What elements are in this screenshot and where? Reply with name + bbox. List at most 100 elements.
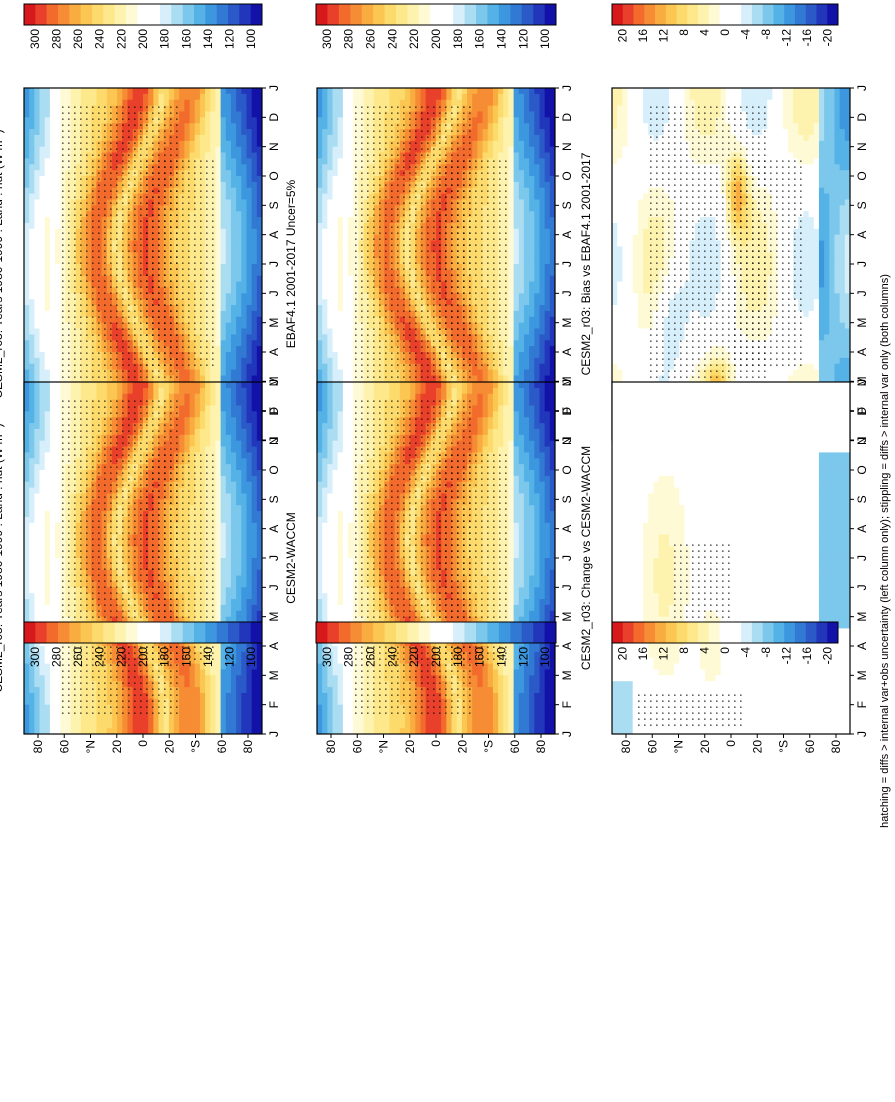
heat-cell (210, 99, 216, 106)
heat-cell (236, 251, 242, 259)
heat-cell (220, 222, 227, 229)
heat-cell (29, 710, 35, 717)
heat-cell (29, 146, 35, 153)
heat-cell (39, 263, 46, 270)
heat-cell (246, 281, 253, 288)
heat-cell (49, 175, 56, 182)
heat-cell (225, 375, 232, 382)
heat-cell (225, 563, 232, 570)
heat-cell (44, 322, 51, 329)
heat-cell (241, 557, 247, 564)
heat-cell (251, 598, 258, 605)
heat-cell (251, 111, 258, 118)
heat-cell (24, 528, 30, 535)
heat-cell (241, 298, 247, 306)
heat-cell (49, 686, 56, 693)
heat-cell (241, 310, 247, 317)
heat-cell (215, 292, 221, 300)
heat-cell (220, 610, 227, 617)
heat-cell (24, 598, 30, 605)
heat-cell (174, 99, 180, 106)
colorbar-swatch (35, 4, 47, 25)
heat-cell (230, 610, 237, 617)
heat-cell (256, 257, 263, 264)
heat-cell (220, 251, 227, 259)
heat-cell (34, 575, 40, 582)
heat-cell (194, 721, 201, 729)
heat-cell (246, 586, 253, 594)
heat-cell (230, 351, 237, 358)
heat-cell (29, 498, 35, 506)
heat-cell (44, 187, 51, 194)
heat-cell (49, 216, 56, 223)
heat-cell (230, 534, 237, 541)
heat-cell (236, 193, 242, 200)
heat-cell (24, 680, 30, 688)
heat-cell (80, 93, 87, 100)
heat-cell (158, 727, 165, 734)
heat-cell (236, 563, 242, 570)
heat-cell (251, 357, 258, 364)
heat-cell (241, 140, 247, 147)
heat-cell (44, 111, 51, 118)
heat-cell (246, 610, 253, 617)
heat-cell (230, 692, 237, 699)
heat-cell (230, 140, 237, 147)
heat-cell (246, 704, 253, 711)
colorbar-swatch (228, 4, 240, 25)
heat-cell (39, 175, 46, 182)
colorbar-swatch (103, 4, 115, 25)
panel-title: CESM2_r03: Years 1980-1999 : Land : rlut… (0, 129, 5, 398)
heat-cell (246, 545, 253, 553)
heat-cell (220, 169, 227, 176)
heat-cell (241, 328, 247, 335)
heat-cell (39, 187, 46, 194)
heat-cell (39, 504, 46, 512)
heat-cell (236, 99, 242, 106)
heat-cell (194, 134, 201, 141)
heat-cell (241, 363, 247, 370)
heat-cell (251, 487, 258, 494)
heat-cell (246, 522, 253, 529)
heat-cell (49, 292, 56, 300)
heat-cell (246, 510, 253, 517)
heat-cell (215, 498, 221, 506)
heat-cell (49, 369, 56, 376)
colorbar-swatch (46, 4, 59, 25)
heat-cell (29, 128, 35, 135)
heat-cell (55, 316, 61, 323)
heat-cell (256, 375, 263, 382)
heat-cell (24, 534, 30, 541)
heat-cell (199, 116, 206, 124)
heat-cell (49, 551, 56, 558)
heat-cell (39, 610, 46, 617)
heat-cell (251, 157, 258, 165)
heat-cell (111, 716, 118, 723)
heat-cell (236, 604, 242, 611)
heat-cell (215, 310, 221, 317)
heat-cell (34, 528, 40, 535)
heat-cell (55, 351, 61, 358)
heat-cell (256, 333, 263, 341)
heat-cell (241, 680, 247, 688)
heat-cell (24, 333, 30, 341)
heat-cell (44, 481, 51, 488)
heat-cell (44, 193, 51, 200)
heat-cell (225, 357, 232, 364)
heat-cell (29, 357, 35, 364)
heat-cell (225, 598, 232, 605)
heat-cell (230, 592, 237, 600)
heat-cell (225, 498, 232, 506)
heat-cell (251, 698, 258, 705)
heat-cell (241, 163, 247, 171)
heat-cell (251, 369, 258, 376)
heat-cell (24, 721, 30, 729)
heat-cell (230, 181, 237, 188)
heat-cell (194, 116, 201, 124)
heat-cell (220, 604, 227, 611)
heat-cell (29, 204, 35, 212)
heat-cell (220, 298, 227, 306)
heat-cell (225, 339, 232, 347)
heat-cell (241, 204, 247, 212)
heat-cell (55, 228, 61, 235)
